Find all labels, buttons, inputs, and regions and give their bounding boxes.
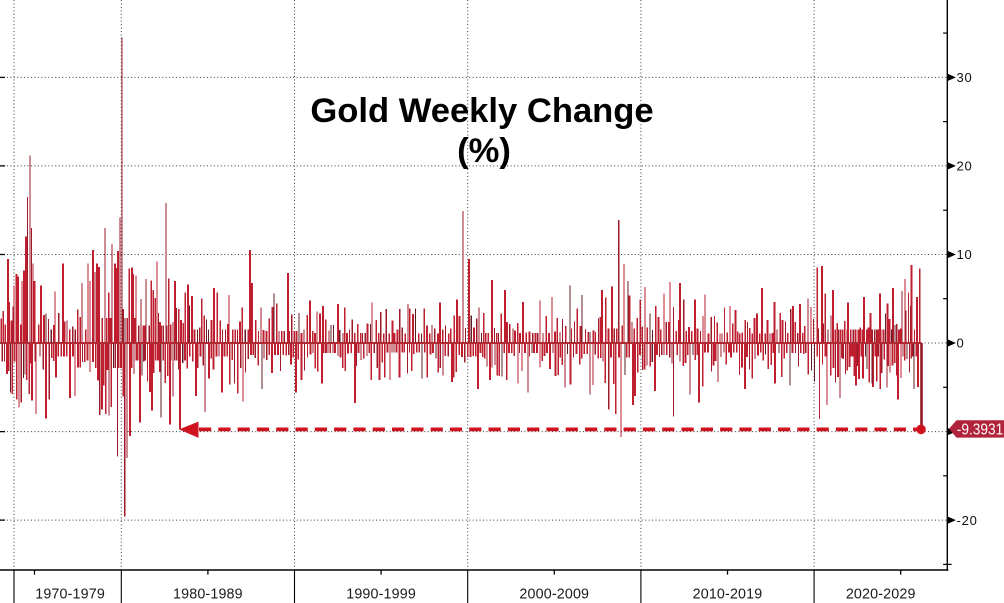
svg-text:0: 0 xyxy=(957,336,965,351)
svg-text:1970-1979: 1970-1979 xyxy=(35,587,105,603)
svg-text:2010-2019: 2010-2019 xyxy=(693,587,763,603)
svg-text:(%): (%) xyxy=(457,132,511,170)
svg-text:1990-1999: 1990-1999 xyxy=(346,587,416,603)
svg-text:30: 30 xyxy=(957,70,973,85)
svg-text:2020-2029: 2020-2029 xyxy=(846,587,916,603)
svg-text:2000-2009: 2000-2009 xyxy=(519,587,589,603)
svg-text:-9.3931: -9.3931 xyxy=(957,421,1004,438)
svg-text:-20: -20 xyxy=(957,513,978,528)
svg-text:1980-1989: 1980-1989 xyxy=(173,587,243,603)
svg-text:Gold Weekly Change: Gold Weekly Change xyxy=(310,92,653,130)
svg-text:10: 10 xyxy=(957,247,973,262)
svg-text:20: 20 xyxy=(957,159,973,174)
